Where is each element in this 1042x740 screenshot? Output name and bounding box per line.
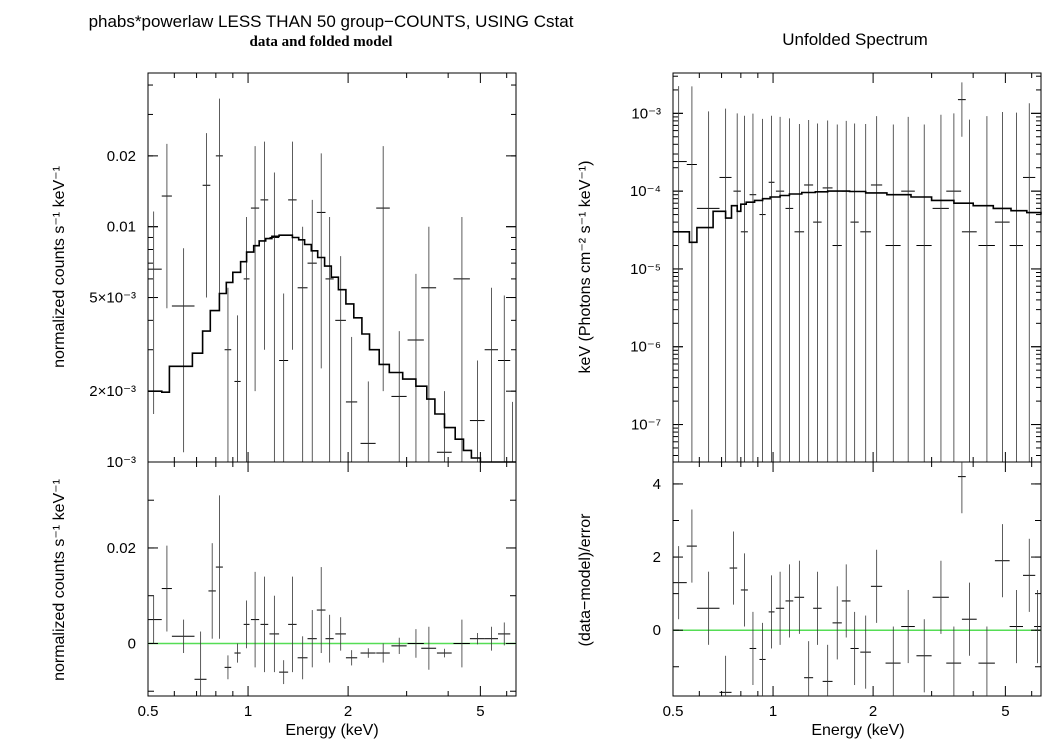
y-tick-label: 2 [653, 549, 661, 566]
x-tick-label: 1 [769, 703, 777, 720]
y-tick-label: 10⁻⁷ [631, 417, 661, 434]
panel-right-bottom: 0.5 1 2 5 0 2 4 [653, 461, 1042, 720]
y-tick-label: 4 [653, 476, 661, 493]
y-tick-label: 0.01 [107, 219, 136, 236]
x-tick-label: 0.5 [663, 703, 684, 720]
y-tick-label: 0 [653, 622, 661, 639]
plot-frame [147, 461, 517, 697]
panel-left-top: 10⁻³ 2×10⁻³ 5×10⁻³ 0.01 0.02 [89, 72, 517, 471]
left-bottom-ylabel: normalized counts s⁻¹ keV⁻¹ [51, 479, 68, 681]
right-bottom-ylabel: (data−model)/error [577, 513, 594, 647]
chart-subtitle: data and folded model [250, 34, 393, 50]
y-tick-label: 10⁻⁶ [630, 339, 661, 356]
x-tick-label: 0.5 [138, 703, 159, 720]
right-panel-title: Unfolded Spectrum [782, 30, 928, 49]
y-tick-label: 10⁻³ [631, 105, 661, 122]
x-tick-label: 1 [244, 703, 252, 720]
model-line [673, 190, 1042, 244]
y-tick-label: 10⁻⁵ [630, 261, 661, 278]
left-xlabel: Energy (keV) [285, 722, 378, 739]
plot-frame [672, 72, 1042, 463]
panel-right-top: 10⁻⁷ 10⁻⁶ 10⁻⁵ 10⁻⁴ 10⁻³ [630, 72, 1042, 463]
chart-title: phabs*powerlaw LESS THAN 50 group−COUNTS… [89, 12, 574, 31]
y-tick-label: 2×10⁻³ [89, 383, 136, 400]
x-tick-label: 2 [869, 703, 877, 720]
y-tick-label: 5×10⁻³ [89, 290, 136, 307]
right-xlabel: Energy (keV) [811, 722, 904, 739]
panel-left-bottom: 0.5 1 2 5 0 0.02 [107, 461, 517, 720]
x-tick-label: 5 [476, 703, 484, 720]
y-tick-label: 0 [128, 635, 136, 652]
y-tick-label: 10⁻⁴ [630, 183, 661, 200]
y-tick-label: 0.02 [107, 540, 136, 557]
model-line [148, 234, 516, 463]
x-tick-label: 5 [1001, 703, 1009, 720]
y-tick-label: 10⁻³ [106, 454, 136, 471]
y-tick-label: 0.02 [107, 148, 136, 165]
left-top-ylabel: normalized counts s⁻¹ keV⁻¹ [51, 166, 68, 368]
x-tick-label: 2 [344, 703, 352, 720]
plot-frame [672, 461, 1042, 697]
right-top-ylabel: keV (Photons cm⁻² s⁻¹ keV⁻¹) [577, 161, 594, 374]
